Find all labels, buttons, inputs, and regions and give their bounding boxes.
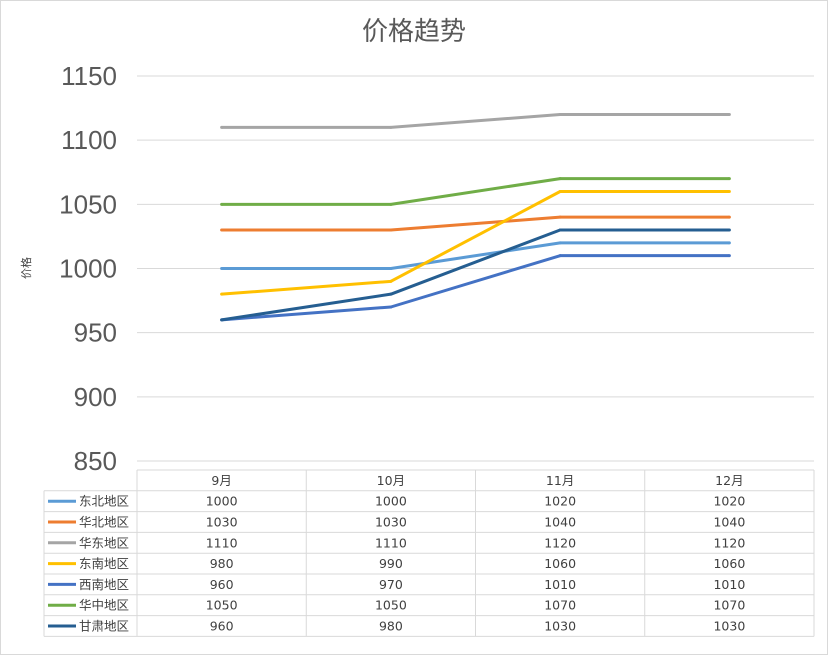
legend-label: 华东地区 <box>79 535 129 550</box>
table-cell-value: 1050 <box>206 598 238 613</box>
series-line <box>221 215 730 232</box>
y-axis-ticks: 850 900 950 1000 1050 1100 1150 <box>59 61 117 476</box>
legend-label: 华北地区 <box>79 515 129 530</box>
y-tick-label: 1000 <box>59 254 117 284</box>
data-point <box>727 177 731 181</box>
legend-label: 甘肃地区 <box>79 619 129 634</box>
data-point <box>389 202 393 206</box>
table-cell-value: 1000 <box>375 494 407 509</box>
y-tick-label: 900 <box>74 382 117 412</box>
data-point <box>558 228 562 232</box>
table-cell-value: 1120 <box>544 535 576 550</box>
table-cell-value: 1020 <box>713 494 745 509</box>
data-point <box>220 125 224 129</box>
table-cell-value: 1030 <box>544 619 576 634</box>
data-point <box>389 228 393 232</box>
table-cell-value: 1060 <box>713 556 745 571</box>
data-point <box>220 267 224 270</box>
table-cell-value: 1030 <box>206 515 238 530</box>
series-line <box>221 113 730 129</box>
data-point <box>727 241 731 245</box>
table-cell-value: 980 <box>379 619 403 634</box>
y-axis-label: 价格 <box>19 257 33 279</box>
table-cell-value: 1060 <box>544 556 576 571</box>
legend-label: 西南地区 <box>79 577 129 592</box>
data-point <box>389 125 393 129</box>
data-point <box>389 279 393 283</box>
series-line <box>221 190 730 296</box>
data-point <box>558 177 562 181</box>
table-cell-value: 1050 <box>375 598 407 613</box>
data-point <box>389 305 393 309</box>
table-cell-value: 990 <box>379 556 403 571</box>
table-cell-value: 1040 <box>544 515 576 530</box>
x-category-label: 9月 <box>211 473 231 488</box>
legend-label: 华中地区 <box>79 598 129 613</box>
table-cell-value: 1010 <box>713 577 745 592</box>
x-category-label: 10月 <box>377 473 405 488</box>
table-cell-value: 1120 <box>713 535 745 550</box>
data-point <box>727 113 731 116</box>
chart-title: 价格趋势 <box>362 17 466 47</box>
y-tick-label: 1150 <box>61 61 117 91</box>
data-point <box>558 190 562 193</box>
table-cell-value: 1040 <box>713 515 745 530</box>
series-line <box>221 241 730 270</box>
y-tick-label: 1050 <box>59 189 117 219</box>
data-point <box>220 318 224 322</box>
data-point <box>220 202 224 206</box>
data-point <box>727 254 731 258</box>
table-cell-value: 970 <box>379 577 403 592</box>
y-tick-label: 850 <box>74 446 117 476</box>
table-cell-value: 1110 <box>206 535 238 550</box>
table-cell-value: 1110 <box>375 535 407 550</box>
table-cell-value: 1000 <box>206 494 238 509</box>
data-point <box>727 228 731 232</box>
y-tick-label: 950 <box>74 318 117 348</box>
table-cell-value: 980 <box>210 556 234 571</box>
series-lines <box>220 113 731 322</box>
data-point <box>558 215 562 219</box>
table-cell-value: 1030 <box>375 515 407 530</box>
data-point <box>220 292 224 296</box>
data-point <box>558 113 562 116</box>
x-category-label: 12月 <box>715 473 743 488</box>
data-point <box>727 215 731 219</box>
series-line <box>221 228 730 322</box>
series-line <box>221 254 730 322</box>
table-cell-value: 1020 <box>544 494 576 509</box>
table-cell-value: 1070 <box>713 598 745 613</box>
legend-label: 东南地区 <box>79 556 129 571</box>
x-category-label: 11月 <box>546 473 574 488</box>
legend-label: 东北地区 <box>79 494 129 509</box>
table-cell-value: 1030 <box>713 619 745 634</box>
table-cell-value: 1010 <box>544 577 576 592</box>
data-point <box>558 241 562 245</box>
table-cell-value: 960 <box>210 577 234 592</box>
data-point <box>220 228 224 232</box>
data-point <box>389 292 393 296</box>
table-cell-value: 1070 <box>544 598 576 613</box>
data-point <box>727 190 731 193</box>
data-point <box>389 267 393 270</box>
table-cell-value: 960 <box>210 619 234 634</box>
data-point <box>558 254 562 258</box>
series-line <box>221 177 730 206</box>
y-tick-label: 1100 <box>61 125 117 155</box>
